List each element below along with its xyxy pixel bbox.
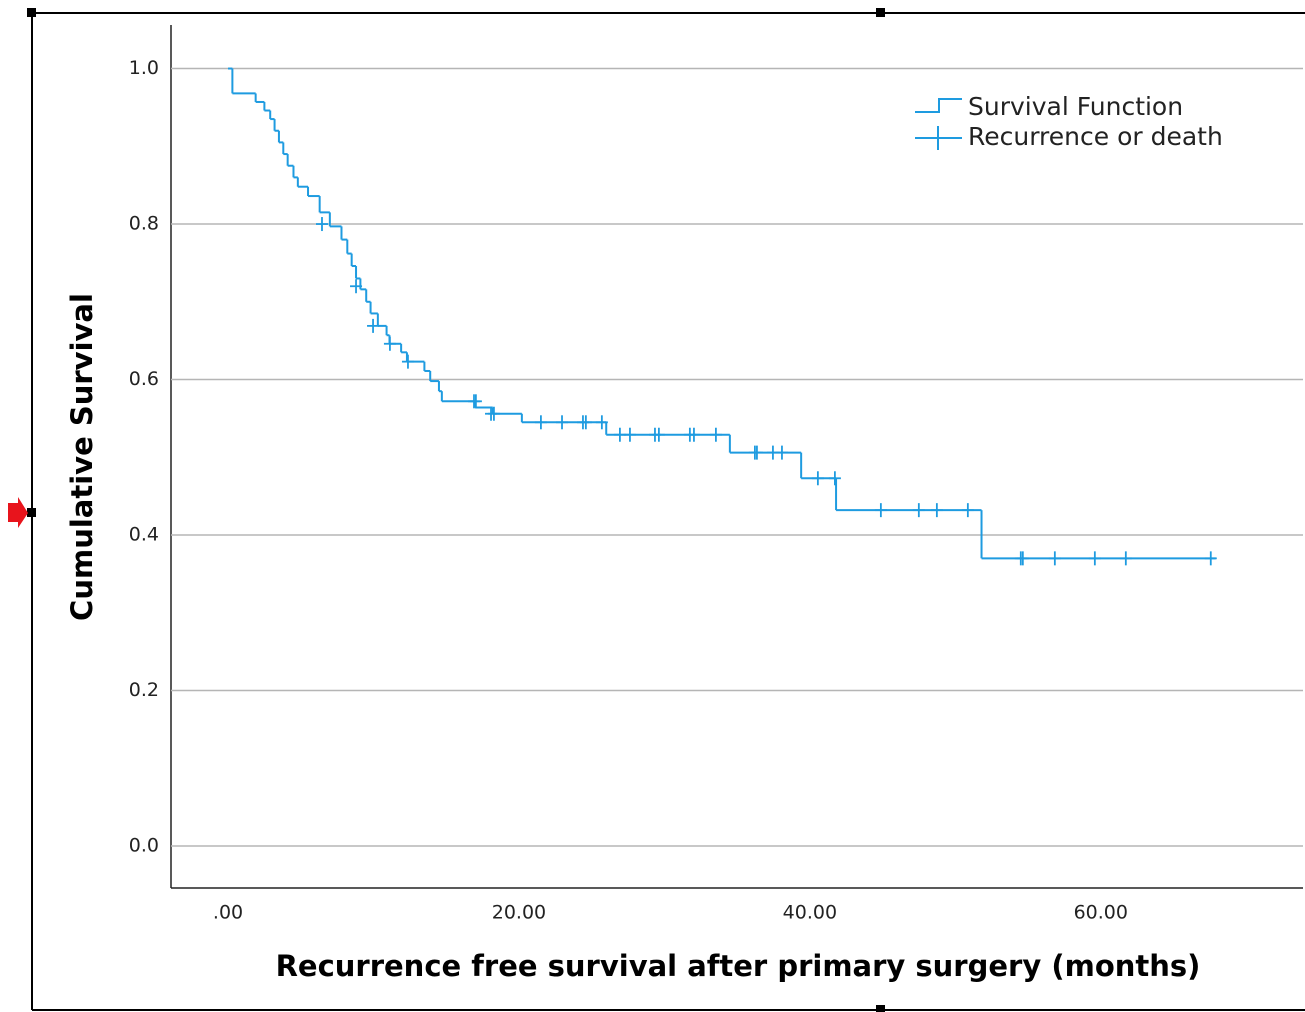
- y-tick-label: 0.2: [129, 679, 159, 701]
- censor-mark: [350, 279, 363, 294]
- censor-mark: [1088, 551, 1101, 566]
- censor-mark: [1204, 551, 1217, 566]
- censor-mark: [750, 445, 763, 460]
- x-axis-title: Recurrence free survival after primary s…: [276, 949, 1201, 983]
- censor-mark: [623, 427, 636, 442]
- y-tick-label: 0.8: [129, 213, 159, 235]
- censor-mark: [595, 415, 608, 430]
- censor-mark: [874, 503, 887, 518]
- censor-mark: [1119, 551, 1132, 566]
- y-tick-label: 1.0: [129, 57, 159, 79]
- censor-mark: [961, 503, 974, 518]
- censor-mark: [775, 445, 788, 460]
- legend-icon: [915, 98, 962, 113]
- legend-label: Recurrence or death: [968, 122, 1223, 151]
- censor-mark: [652, 427, 665, 442]
- x-tick-label: 40.00: [783, 902, 837, 924]
- censor-mark: [613, 427, 626, 442]
- censor-mark: [579, 415, 592, 430]
- censor-mark: [556, 415, 569, 430]
- x-tick-label: .00: [213, 902, 243, 924]
- censor-mark: [534, 415, 547, 430]
- legend-label: Survival Function: [968, 92, 1183, 121]
- censor-mark: [828, 471, 841, 486]
- x-tick-label: 60.00: [1074, 902, 1128, 924]
- censor-mark: [1048, 551, 1061, 566]
- censor-mark: [687, 427, 700, 442]
- censor-mark: [367, 318, 380, 333]
- censor-mark: [811, 471, 824, 486]
- y-tick-label: 0.4: [129, 524, 159, 546]
- censor-mark: [401, 354, 414, 369]
- censor-mark: [709, 427, 722, 442]
- censor-mark: [930, 503, 943, 518]
- y-tick-label: 0.0: [129, 835, 159, 857]
- censor-mark: [1016, 551, 1029, 566]
- editor-frame: [8, 8, 1305, 1012]
- censor-mark: [912, 503, 925, 518]
- y-tick-label: 0.6: [129, 368, 159, 390]
- censor-mark: [315, 217, 328, 232]
- y-axis-title: Cumulative Survival: [65, 293, 99, 621]
- x-tick-label: 20.00: [492, 902, 546, 924]
- censor-mark: [487, 406, 500, 421]
- censor-mark: [383, 336, 396, 351]
- censor-mark: [469, 394, 482, 409]
- axes: [170, 25, 1303, 889]
